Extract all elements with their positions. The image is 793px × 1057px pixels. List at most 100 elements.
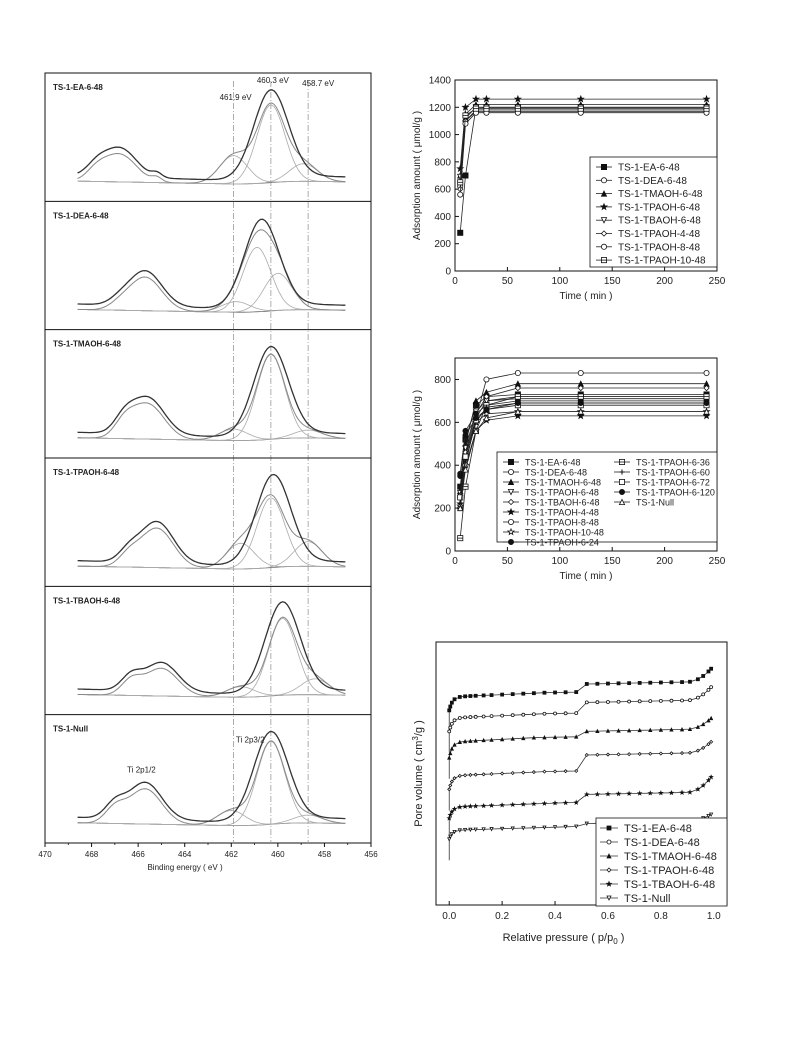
fit-envelope (77, 229, 346, 312)
fit-envelope (77, 494, 346, 568)
data-point (531, 800, 537, 807)
xps-panel-0: TS-1-EA-6-48 (53, 83, 346, 185)
xps-panel: TS-1-EA-6-48 TS-1-DEA-6-48 TS-1-TMAOH-6-48… (38, 72, 378, 872)
data-point (457, 739, 462, 744)
spectrum-curve (77, 218, 346, 309)
data-point (468, 738, 473, 743)
data-point (627, 681, 632, 686)
data-point (576, 411, 585, 420)
xps-panel-2: TS-1-TMAOH-6-48 (45, 329, 371, 441)
x-tick-label: 470 (38, 850, 52, 859)
data-point (447, 708, 452, 713)
data-point (489, 714, 494, 719)
y-tick-label: 800 (434, 375, 451, 386)
data-point (627, 752, 632, 757)
data-point (701, 721, 706, 727)
data-point (553, 690, 557, 695)
x-tick-label: 0.2 (495, 911, 509, 922)
data-point (471, 94, 480, 103)
data-point (687, 750, 693, 755)
legend-marker (606, 853, 612, 859)
data-point (705, 777, 712, 783)
x-tick-label: 456 (364, 850, 378, 859)
data-point (514, 408, 522, 415)
data-point (595, 681, 600, 686)
data-point (462, 827, 468, 833)
data-point (669, 698, 674, 703)
x-tick-label: 462 (225, 850, 239, 859)
data-point (521, 770, 526, 775)
legend-marker (600, 190, 608, 197)
x-tick-label: 458 (318, 850, 332, 859)
annotation: 458.7 eV (302, 79, 335, 88)
data-point (467, 803, 474, 809)
data-point (574, 824, 579, 829)
data-point (626, 790, 632, 796)
data-point (510, 826, 515, 831)
x-tick-label: 0.8 (654, 911, 668, 922)
legend-marker (619, 469, 625, 475)
data-point (483, 393, 490, 400)
x-tick-label: 0.6 (601, 911, 615, 922)
plot-frame (435, 641, 728, 906)
data-point (668, 789, 675, 796)
fit-component (77, 814, 346, 826)
legend-marker (507, 498, 515, 506)
data-point (605, 791, 611, 797)
isotherm-0 (447, 666, 714, 732)
data-point (703, 384, 710, 392)
x-tick-label: 50 (502, 276, 514, 287)
data-point (695, 748, 700, 753)
x-tick-label: 100 (551, 556, 568, 567)
fit-envelope (77, 740, 346, 825)
isotherm-line (448, 776, 712, 819)
data-point (658, 790, 664, 796)
data-point (708, 812, 714, 817)
data-point (687, 726, 693, 732)
data-point (483, 414, 490, 422)
data-point (510, 713, 515, 718)
panel-title: TS-1-TBAOH-6-48 (53, 596, 121, 605)
data-point (499, 826, 505, 832)
data-point (687, 789, 693, 795)
data-point (701, 692, 706, 697)
data-point (449, 832, 455, 837)
legend-label: TS-1-EA-6-48 (525, 458, 581, 468)
data-point (481, 772, 486, 777)
data-point (648, 727, 653, 732)
data-point (709, 685, 714, 690)
data-point (709, 666, 714, 671)
fit-component (77, 163, 346, 185)
xps-panel-3: TS-1-TPAOH-6-48 (45, 457, 371, 570)
data-point (531, 825, 537, 831)
data-point (595, 728, 600, 734)
spectrum-curve (77, 730, 346, 822)
x-tick-label: 0 (452, 556, 458, 567)
panel-title: TS-1-Null (53, 725, 88, 734)
data-point (473, 738, 478, 743)
y-tick-label: 200 (434, 239, 451, 250)
spectrum-curve (77, 345, 346, 437)
data-point (449, 746, 455, 751)
data-point (648, 699, 653, 704)
x-tick-label: 250 (709, 556, 726, 567)
data-point (473, 693, 478, 698)
data-point (679, 751, 685, 756)
data-point (541, 800, 548, 806)
legend-marker (507, 478, 515, 486)
data-point (449, 700, 454, 705)
legend-marker (507, 539, 514, 546)
data-point (531, 712, 536, 717)
fit-component (77, 810, 346, 826)
data-point (457, 716, 462, 720)
data-point (542, 711, 547, 716)
data-point (648, 680, 653, 685)
data-point (563, 711, 568, 716)
data-point (627, 699, 632, 704)
legend-box (589, 156, 718, 268)
fit-envelope (77, 353, 346, 440)
data-point (481, 714, 486, 719)
y-label-end: /g ) (413, 720, 425, 736)
isotherm-2 (447, 715, 714, 779)
data-point (595, 752, 600, 757)
